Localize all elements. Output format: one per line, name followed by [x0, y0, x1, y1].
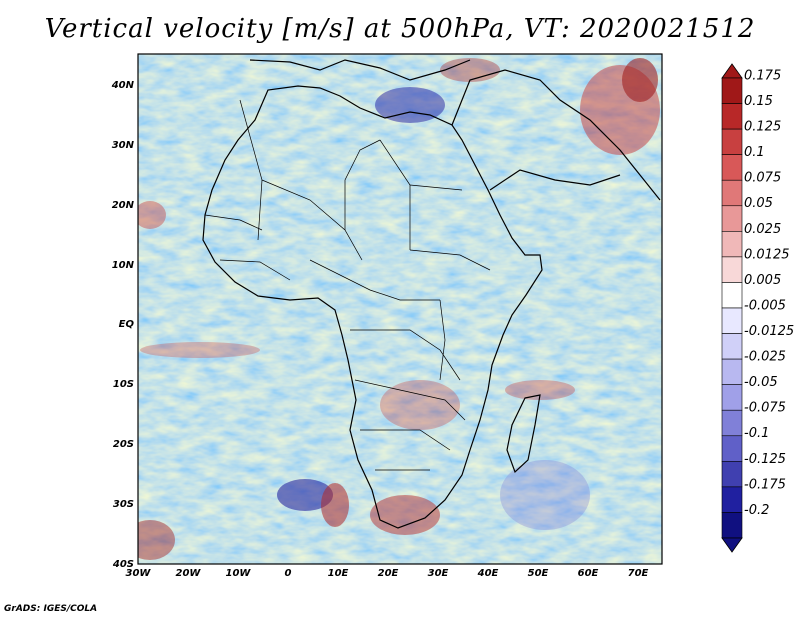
lat-label: 10N: [112, 260, 135, 271]
colorbar-label: -0.2: [744, 503, 769, 518]
colorbar-box: [721, 409, 743, 437]
lon-label: 50E: [528, 568, 549, 579]
colorbar-box: [721, 461, 743, 488]
lon-label: 0: [285, 568, 292, 579]
lat-label: 10S: [113, 379, 134, 390]
lon-label: 60E: [578, 568, 599, 579]
colorbar-box: [721, 282, 743, 309]
colorbar-bottom-arrow: [721, 537, 743, 553]
map-frame: [137, 53, 663, 565]
colorbar-label: 0.15: [744, 94, 773, 109]
colorbar-label: 0.0125: [744, 247, 790, 262]
lat-label: EQ: [119, 319, 135, 330]
colorbar-box: [721, 179, 743, 207]
colorbar-box: [721, 512, 743, 539]
colorbar-box: [721, 486, 743, 513]
colorbar-label: -0.175: [744, 477, 786, 492]
colorbar-label: 0.1: [744, 145, 765, 160]
lat-label: 40N: [111, 80, 135, 91]
colorbar-label: -0.025: [744, 350, 786, 365]
colorbar-top-arrow: [721, 63, 743, 79]
grads-credit: GrADS: IGES/COLA: [4, 604, 98, 614]
colorbar-label: 0.005: [744, 273, 781, 288]
colorbar-label: 0.125: [744, 120, 781, 135]
colorbar-label: 0.075: [744, 171, 781, 186]
lon-label: 40E: [477, 568, 499, 579]
colorbar-box: [721, 77, 743, 104]
lon-label: 30W: [126, 568, 152, 579]
colorbar-box: [721, 205, 743, 232]
lon-label: 10E: [328, 568, 349, 579]
country-borders: [204, 99, 491, 471]
colorbar-label: -0.125: [744, 452, 786, 467]
colorbar-box: [721, 256, 743, 283]
colorbar-box: [721, 154, 743, 181]
longitude-axis: 30W 20W 10W 0 10E 20E 30E 40E 50E 60E 70…: [126, 568, 649, 579]
colorbar-box: [721, 231, 743, 258]
lat-label: 20S: [113, 439, 134, 450]
lon-label: 10W: [226, 568, 252, 579]
colorbar-label: -0.005: [744, 298, 786, 313]
colorbar-label: -0.1: [744, 426, 769, 441]
lon-label: 70E: [628, 568, 649, 579]
colorbar-box: [721, 358, 743, 385]
colorbar: 0.175 0.15 0.125 0.1 0.075 0.05 0.025 0.0125 0.0…: [721, 63, 794, 553]
vertical-velocity-field: [138, 54, 662, 564]
chart-title: Vertical velocity [m/s] at 500hPa, VT: 2…: [44, 14, 756, 44]
lat-label: 30N: [112, 140, 135, 151]
colorbar-label: 0.175: [744, 68, 781, 83]
colorbar-label: 0.025: [744, 222, 781, 237]
lon-label: 20E: [378, 568, 399, 579]
colorbar-box: [721, 333, 743, 360]
colorbar-label: -0.075: [744, 401, 786, 416]
colorbar-label: -0.0125: [744, 324, 794, 339]
lat-label: 20N: [112, 200, 135, 211]
lat-label: 40S: [112, 559, 134, 570]
colorbar-box: [721, 128, 743, 155]
colorbar-label: 0.05: [744, 196, 773, 211]
colorbar-label: -0.05: [744, 375, 778, 390]
colorbar-box: [721, 435, 743, 462]
colorbar-box: [721, 384, 743, 411]
lat-label: 30S: [113, 499, 134, 510]
colorbar-box: [721, 103, 743, 130]
colorbar-box: [721, 307, 743, 334]
latitude-axis: 40N 30N 20N 10N EQ 10S 20S 30S 40S: [111, 80, 135, 570]
lon-label: 20W: [176, 568, 202, 579]
lon-label: 30E: [428, 568, 449, 579]
coastlines: [202, 59, 661, 529]
